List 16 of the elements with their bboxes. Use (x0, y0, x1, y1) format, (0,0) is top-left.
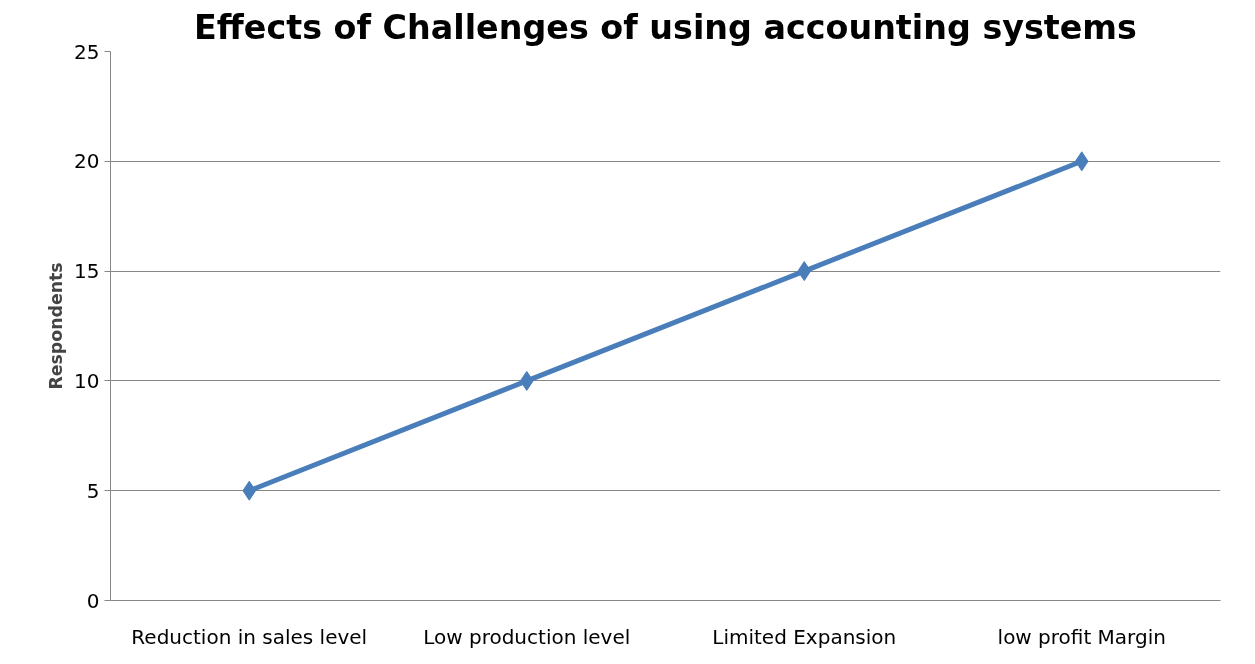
y-tick-label: 25 (74, 39, 100, 64)
y-tick-label: 10 (74, 368, 100, 393)
x-tick-label: low profit Margin (997, 624, 1166, 649)
y-tick-label: 0 (86, 588, 100, 613)
x-tick-label: Reduction in sales level (131, 624, 368, 649)
y-axis-title: Respondents (46, 262, 67, 390)
point (519, 370, 534, 391)
point (242, 480, 257, 501)
x-tick-label: Low production level (423, 624, 631, 649)
x-tick-label: Limited Expansion (712, 624, 897, 649)
chart-title: Effects of Challenges of using accounting systems (194, 7, 1137, 47)
y-tick-label: 15 (74, 259, 100, 284)
y-tick-label: 5 (86, 478, 100, 503)
point (1074, 151, 1089, 172)
y-tick-label: 20 (74, 149, 100, 174)
point (797, 261, 812, 282)
